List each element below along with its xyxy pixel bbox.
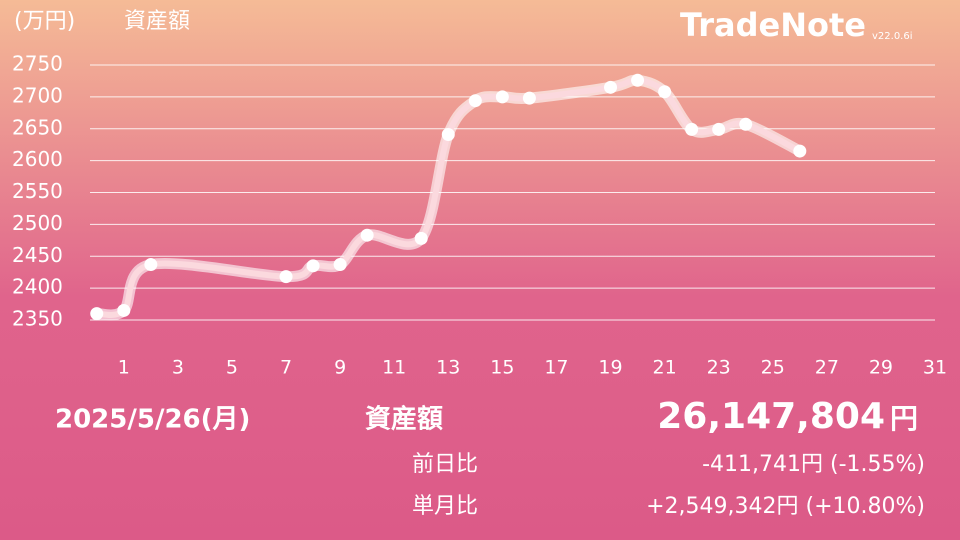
point — [414, 231, 428, 245]
app-version: v22.0.6i — [872, 31, 913, 42]
point — [522, 91, 536, 105]
chart-title: 資産額 — [124, 9, 190, 34]
app-name: TradeNote — [680, 6, 866, 44]
x-tick-label: 15 — [490, 357, 514, 379]
x-tick-label: 9 — [334, 357, 346, 379]
row-label: 単月比 — [412, 494, 478, 519]
point — [117, 303, 131, 317]
x-tick-label: 27 — [815, 357, 839, 379]
point — [279, 270, 293, 284]
point — [793, 144, 807, 158]
x-tick-label: 17 — [544, 357, 568, 379]
x-tick-label: 25 — [761, 357, 785, 379]
point — [739, 117, 753, 131]
x-tick-label: 19 — [598, 357, 622, 379]
x-tick-label: 31 — [923, 357, 947, 379]
point — [90, 307, 104, 321]
x-tick-label: 5 — [226, 357, 238, 379]
point — [333, 258, 347, 272]
point — [604, 80, 618, 94]
point — [144, 258, 158, 272]
x-tick-label: 11 — [382, 357, 406, 379]
y-tick-label: 2450 — [12, 243, 63, 267]
y-tick-label: 2700 — [12, 83, 63, 107]
y-axis-label: (万円) — [14, 9, 75, 34]
total-value: 26,147,804 — [657, 396, 885, 437]
y-tick-label: 2500 — [12, 211, 63, 235]
x-tick-label: 23 — [707, 357, 731, 379]
x-tick-label: 1 — [118, 357, 130, 379]
point — [306, 259, 320, 273]
y-tick-label: 2600 — [12, 147, 63, 171]
point — [441, 127, 455, 141]
x-tick-label: 29 — [869, 357, 893, 379]
date: 2025/5/26(月) — [55, 405, 250, 435]
row-value: -411,741円 (-1.55%) — [702, 452, 925, 477]
y-tick-label: 2750 — [12, 52, 63, 76]
x-tick-label: 13 — [436, 357, 460, 379]
point — [495, 90, 509, 104]
row-value: +2,549,342円 (+10.80%) — [646, 494, 925, 519]
point — [658, 85, 672, 99]
point — [468, 94, 482, 108]
point — [360, 228, 374, 242]
point — [631, 73, 645, 87]
point — [685, 122, 699, 136]
row-label: 前日比 — [412, 452, 478, 477]
y-tick-label: 2550 — [12, 179, 63, 203]
x-tick-label: 3 — [172, 357, 184, 379]
x-tick-label: 7 — [280, 357, 292, 379]
x-tick-label: 21 — [653, 357, 677, 379]
total-unit: 円 — [890, 402, 918, 435]
y-tick-label: 2400 — [12, 275, 63, 299]
summary-label: 資産額 — [365, 404, 443, 435]
point — [712, 122, 726, 136]
y-tick-label: 2650 — [12, 115, 63, 139]
y-tick-label: 2350 — [12, 307, 63, 331]
